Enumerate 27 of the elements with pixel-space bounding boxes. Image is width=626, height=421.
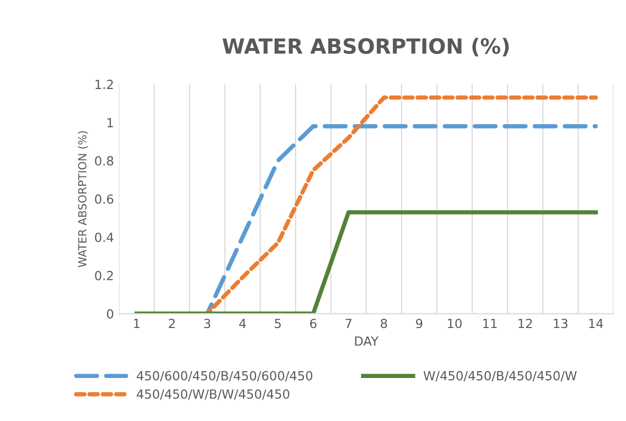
chart-title: WATER ABSORPTION (%) — [222, 38, 509, 56]
x-tick-label: 3 — [204, 318, 210, 328]
x-tick-label: 13 — [554, 318, 568, 328]
legend-label: 450/450/W/B/W/450/450 — [136, 389, 290, 400]
x-tick-label: 6 — [310, 318, 316, 328]
y-tick-label: 0.2 — [95, 270, 113, 280]
x-tick-label: 11 — [483, 318, 497, 328]
y-tick-label: 0 — [106, 309, 114, 319]
x-tick-label: 4 — [239, 318, 246, 328]
x-tick-label: 7 — [346, 318, 352, 328]
x-tick-label: 9 — [416, 318, 422, 328]
legend-label: 450/600/450/B/450/600/450 — [136, 371, 312, 382]
x-tick-label: 1 — [134, 318, 140, 328]
y-tick-label: 0.4 — [95, 232, 114, 242]
y-tick-label: 1.2 — [96, 80, 113, 89]
x-tick-label: 8 — [380, 318, 387, 328]
y-tick-label: 0.8 — [95, 156, 114, 166]
y-tick-label: 0.6 — [95, 194, 114, 204]
y-axis-title: WATER ABSORPTION (%) — [78, 131, 88, 268]
legend-label: W/450/450/B/450/450/W — [424, 371, 577, 382]
x-tick-label: 14 — [589, 318, 604, 328]
x-tick-label: 2 — [168, 318, 175, 328]
x-tick-label: 5 — [274, 318, 281, 328]
x-tick-label: 12 — [518, 318, 532, 328]
x-tick-label: 10 — [448, 318, 462, 328]
x-axis-title: DAY — [355, 336, 379, 346]
y-tick-label: 1 — [108, 118, 113, 128]
